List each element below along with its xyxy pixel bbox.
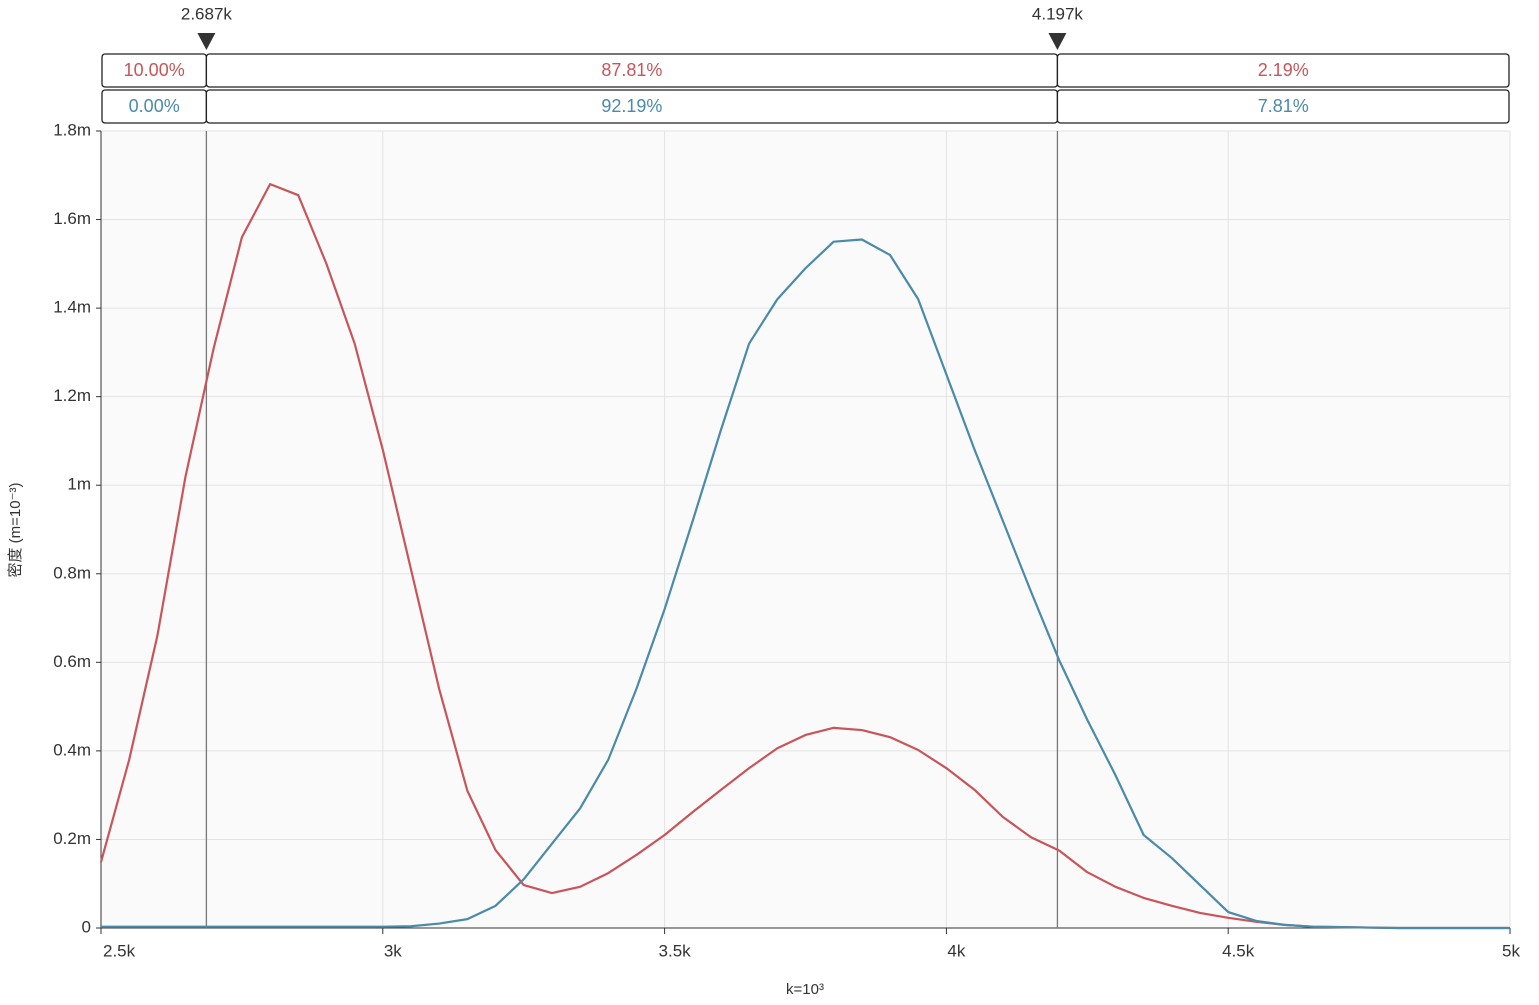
band-label: 92.19% — [601, 96, 662, 116]
marker-triangle — [1048, 33, 1067, 50]
band-box — [1056, 53, 1510, 88]
y-tick-label: 1.6m — [53, 209, 91, 228]
y-tick-label: 1.2m — [53, 386, 91, 405]
plot-area — [101, 131, 1510, 928]
band-label: 10.00% — [124, 60, 185, 80]
x-tick-label: 4.5k — [1222, 941, 1255, 960]
marker-triangle — [197, 33, 216, 50]
x-tick-label: 3k — [384, 941, 402, 960]
band-label: 87.81% — [601, 60, 662, 80]
y-tick-label: 0.6m — [53, 652, 91, 671]
x-tick-label: 5k — [1502, 941, 1520, 960]
x-tick-label: 3.5k — [659, 941, 692, 960]
density-line — [101, 238, 1510, 930]
y-tick-label: 1.4m — [53, 298, 91, 317]
y-tick-label: 0 — [82, 917, 91, 936]
x-axis-label: k=10³ — [786, 981, 824, 998]
y-tick-label: 0.2m — [53, 829, 91, 848]
y-tick-label: 1m — [67, 475, 91, 494]
y-axis-label: 密度 (m=10⁻³) — [7, 482, 24, 577]
y-tick-label: 1.8m — [53, 120, 91, 139]
marker-label: 4.197k — [1032, 4, 1084, 23]
band-label: 2.19% — [1258, 60, 1309, 80]
y-tick-label: 0.8m — [53, 563, 91, 582]
y-tick-label: 0.4m — [53, 740, 91, 759]
x-tick-label: 2.5k — [103, 941, 136, 960]
band-label: 0.00% — [129, 96, 180, 116]
band-box — [1056, 89, 1510, 124]
x-tick-label: 4k — [947, 941, 965, 960]
marker-label: 2.687k — [181, 4, 233, 23]
band-label: 7.81% — [1258, 96, 1309, 116]
